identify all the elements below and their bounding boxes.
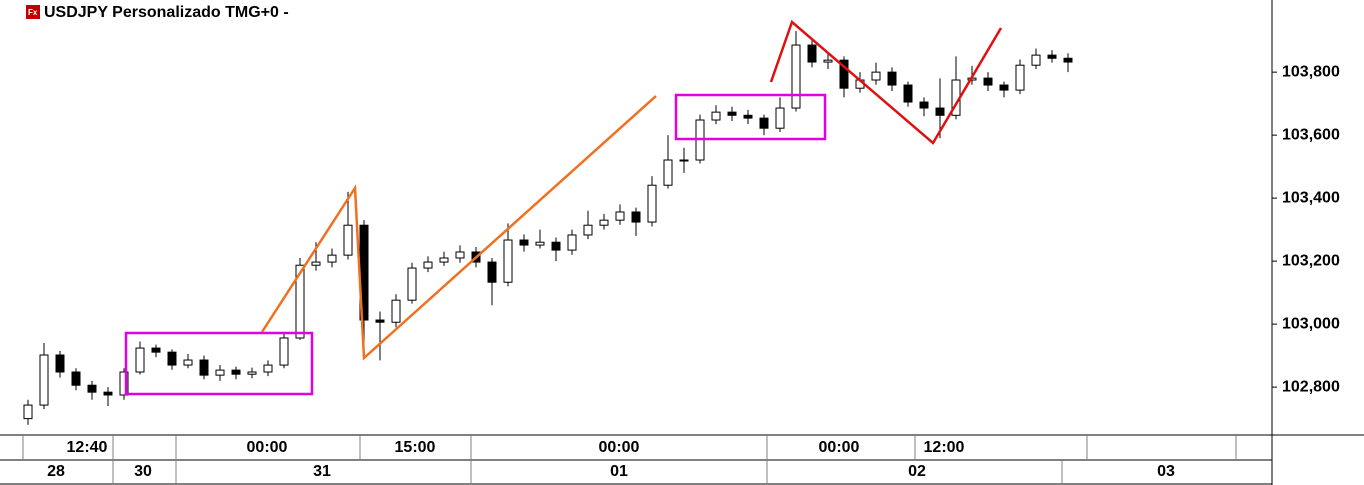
date-label: 28 <box>47 463 65 480</box>
date-label: 01 <box>610 463 628 480</box>
candle-body <box>455 251 465 259</box>
candle-body <box>919 101 929 109</box>
candle-body <box>775 107 785 129</box>
candle-body <box>679 159 689 162</box>
candle-body <box>791 44 801 109</box>
candle-body <box>519 239 529 246</box>
time-label: 00:00 <box>819 439 860 456</box>
candle-body <box>615 211 625 221</box>
candle-body <box>311 261 321 266</box>
candle-body <box>647 184 657 223</box>
candle-body <box>119 371 129 396</box>
date-label: 03 <box>1157 463 1175 480</box>
candle-body <box>487 261 497 283</box>
candle-body <box>439 257 449 263</box>
candle-body <box>599 219 609 226</box>
candle-body <box>535 241 545 246</box>
candle-body <box>71 371 81 386</box>
date-label: 30 <box>134 463 152 480</box>
candle-body <box>183 359 193 366</box>
date-label: 31 <box>313 463 331 480</box>
candle-body <box>103 391 113 396</box>
fx-icon <box>26 5 40 19</box>
candle-body <box>1047 54 1057 59</box>
candle-body <box>583 224 593 236</box>
trend-line <box>769 19 1003 145</box>
date-label: 02 <box>908 463 926 480</box>
candle-body <box>279 337 289 366</box>
time-label: 00:00 <box>247 439 288 456</box>
y-tick-label: 103,200 <box>1282 252 1340 269</box>
candle-body <box>903 84 913 103</box>
candle-body <box>887 71 897 86</box>
candle-body <box>743 114 753 119</box>
candle-body <box>663 159 673 186</box>
candle-body <box>23 404 33 420</box>
candle-body <box>935 107 945 116</box>
candle-body <box>87 384 97 393</box>
candle-body <box>983 77 993 86</box>
y-tick-label: 103,000 <box>1282 315 1340 332</box>
candle-body <box>215 369 225 376</box>
range-box <box>124 331 314 396</box>
y-tick-label: 103,800 <box>1282 63 1340 80</box>
candle-body <box>199 359 209 376</box>
candle-body <box>375 319 385 323</box>
candle-body <box>343 224 353 256</box>
candle-body <box>407 267 417 301</box>
candle-body <box>231 369 241 375</box>
time-label: 12:00 <box>924 439 965 456</box>
candle-body <box>839 59 849 89</box>
candle-body <box>727 111 737 116</box>
y-tick-label: 102,800 <box>1282 378 1340 395</box>
candle-body <box>327 254 337 263</box>
time-label: 12:40 <box>67 439 108 456</box>
candle-body <box>759 117 769 129</box>
chart-title: USDJPY Personalizado TMG+0 - <box>44 4 289 21</box>
candle-body <box>871 71 881 81</box>
candle-body <box>1015 64 1025 91</box>
candle-body <box>1063 57 1073 63</box>
candle-body <box>151 347 161 353</box>
annotations <box>124 19 1003 396</box>
time-label: 00:00 <box>599 439 640 456</box>
candle-body <box>567 234 577 251</box>
candle-body <box>135 347 145 373</box>
candle-body <box>711 111 721 121</box>
candle-body <box>391 299 401 323</box>
y-tick-label: 103,400 <box>1282 189 1340 206</box>
candle-body <box>807 44 817 63</box>
candle-body <box>823 59 833 63</box>
candle-body <box>55 354 65 373</box>
candle-body <box>295 264 305 339</box>
candle-body <box>39 354 49 406</box>
y-tick-label: 103,600 <box>1282 126 1340 143</box>
range-box <box>674 93 827 141</box>
trend-line <box>260 95 657 361</box>
candle-body <box>503 239 513 283</box>
candle-body <box>551 241 561 251</box>
candles <box>23 31 1073 425</box>
time-label: 15:00 <box>395 439 436 456</box>
candle-body <box>631 211 641 223</box>
time-separators <box>22 435 1237 485</box>
candle-body <box>423 261 433 269</box>
candle-body <box>1031 54 1041 66</box>
candle-body <box>263 364 273 373</box>
candle-body <box>999 84 1009 91</box>
fx-icon-text: Fx <box>28 8 38 17</box>
candle-body <box>247 371 257 375</box>
candle-body <box>167 351 177 366</box>
